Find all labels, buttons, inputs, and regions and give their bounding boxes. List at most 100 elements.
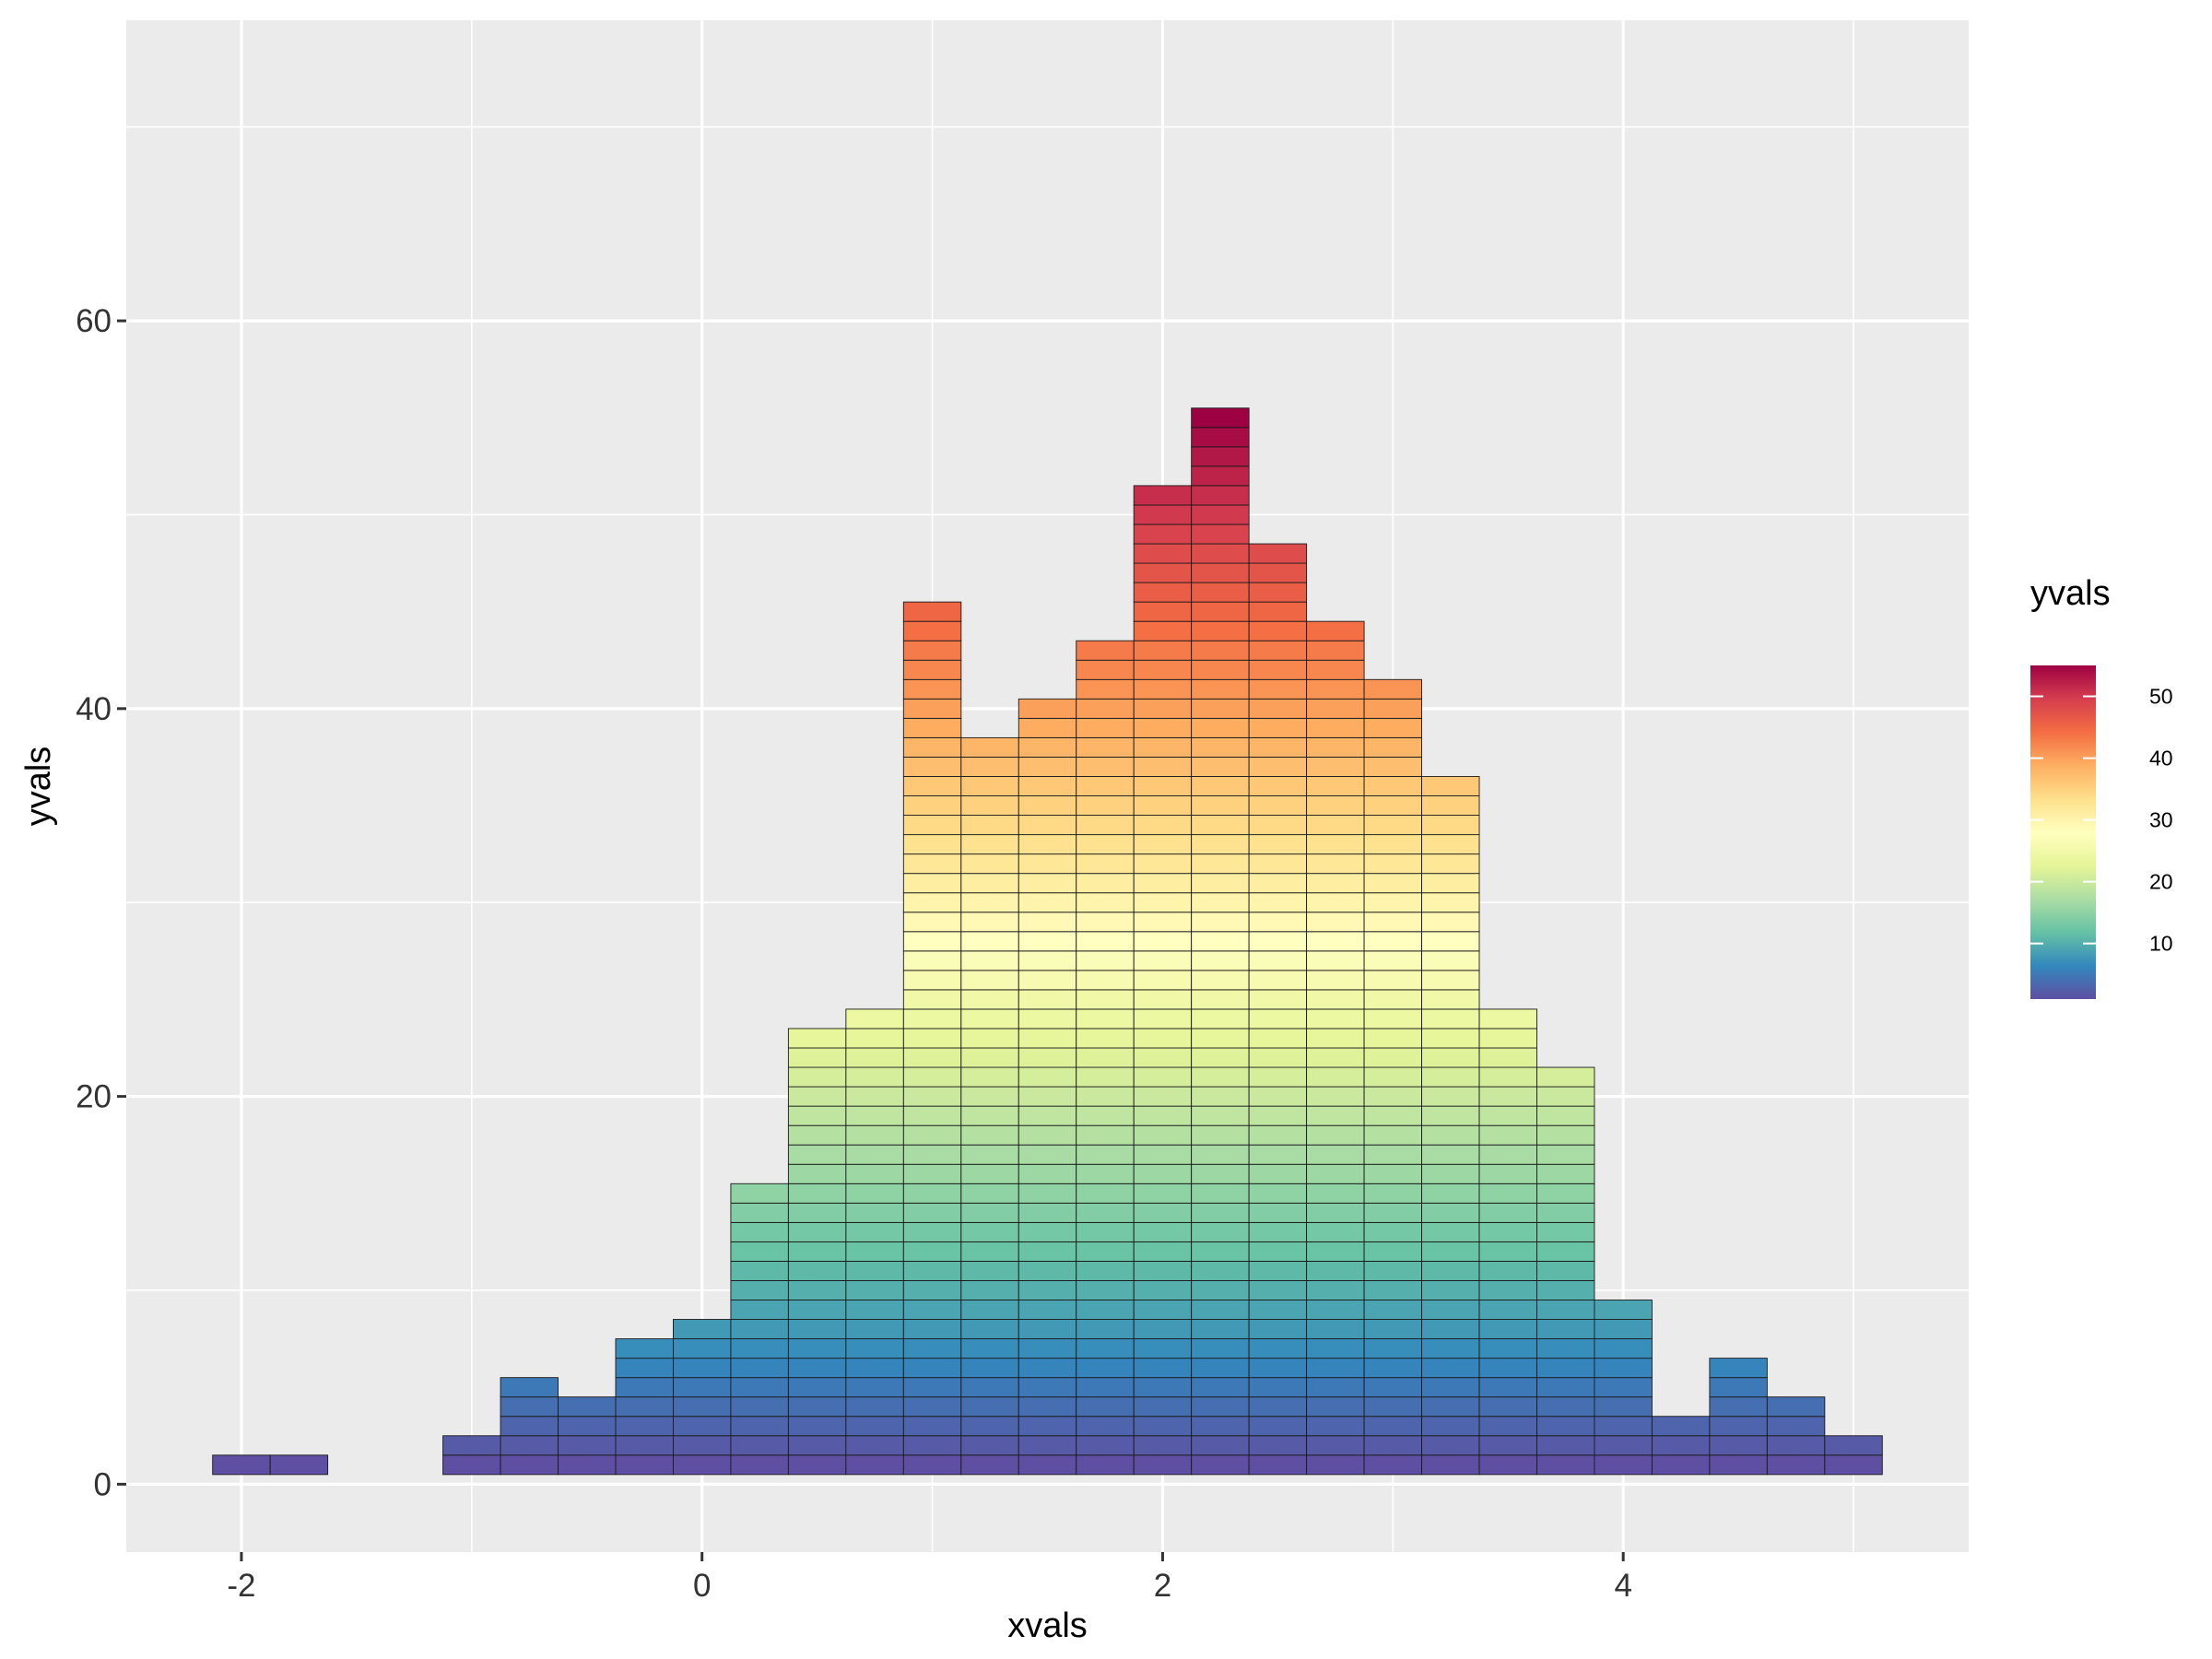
bar-cell (960, 776, 1019, 796)
bar-cell (1421, 1105, 1480, 1126)
bar-cell (730, 1416, 789, 1437)
bar-cell (1133, 736, 1193, 758)
bar-cell (1076, 1066, 1135, 1088)
bar-cell (1133, 717, 1193, 738)
bar-cell (902, 1435, 962, 1456)
bar-cell (1018, 912, 1077, 933)
bar-cell (1421, 1435, 1480, 1456)
bar-cell (1133, 1416, 1193, 1437)
bar-cell (1191, 543, 1250, 564)
bar (1478, 1008, 1537, 1476)
bar-cell (1306, 1396, 1365, 1418)
bar-cell (1076, 795, 1135, 817)
bar-cell (1594, 1435, 1653, 1456)
bar-cell (730, 1280, 789, 1300)
bar-cell (960, 1008, 1019, 1030)
bar-cell (787, 1202, 847, 1223)
bar-cell (1248, 873, 1308, 894)
bar-cell (1018, 1008, 1077, 1030)
bar-cell (1133, 1241, 1193, 1262)
bar-cell (1191, 912, 1250, 933)
bar-cell (1076, 989, 1135, 1010)
bar-cell (845, 1241, 904, 1262)
bar-cell (1076, 853, 1135, 875)
bar-cell (902, 1358, 962, 1379)
bar-cell (960, 1047, 1019, 1068)
bar-cell (1248, 1241, 1308, 1262)
bar-cell (1421, 1221, 1480, 1242)
bar-cell (1363, 1377, 1422, 1398)
bar-cell (1248, 1047, 1308, 1068)
bar-cell (960, 1105, 1019, 1126)
bar-cell (1248, 892, 1308, 913)
bar-cell (1363, 1028, 1422, 1049)
bar-cell (1018, 1066, 1077, 1088)
bar-cell (1018, 1454, 1077, 1476)
bar-cell (1248, 931, 1308, 952)
bar-cell (1191, 736, 1250, 758)
bar-cell (960, 815, 1019, 836)
bar-cell (1248, 1008, 1308, 1030)
bar-cell (787, 1358, 847, 1379)
bar-cell (1536, 1454, 1595, 1476)
bar (442, 1435, 501, 1476)
bar-cell (1478, 1047, 1537, 1068)
bar-cell (1363, 756, 1422, 777)
bar-cell (1018, 1435, 1077, 1456)
bar-cell (845, 1280, 904, 1300)
bar-cell (615, 1435, 674, 1456)
bar-cell (1191, 756, 1250, 777)
bar-cell (1076, 1047, 1135, 1068)
bar-cell (1421, 1416, 1480, 1437)
bar-cell (1191, 834, 1250, 855)
bar-cell (1421, 1086, 1480, 1107)
bar-cell (1709, 1416, 1768, 1437)
bar-cell (1076, 950, 1135, 971)
bar-cell (1018, 1182, 1077, 1204)
bar-cell (1133, 1280, 1193, 1300)
bar (1651, 1416, 1711, 1476)
bar-cell (902, 1319, 962, 1340)
bar-cell (902, 640, 962, 661)
bar-cell (902, 1008, 962, 1030)
bar-cell (960, 873, 1019, 894)
bar-cell (1191, 950, 1250, 971)
bar-cell (673, 1377, 732, 1398)
bar-cell (1421, 1144, 1480, 1165)
bar-cell (1018, 1221, 1077, 1242)
bar-cell (1248, 834, 1308, 855)
bar-cell (442, 1454, 501, 1476)
bar-cell (1133, 989, 1193, 1010)
bar-cell (1421, 931, 1480, 952)
bar-cell (960, 1358, 1019, 1379)
bar-cell (1191, 892, 1250, 913)
bar-cell (845, 1086, 904, 1107)
bar-cell (1018, 1338, 1077, 1359)
bar-cell (1133, 1319, 1193, 1340)
bar-cell (902, 892, 962, 913)
bar-cell (1363, 1124, 1422, 1146)
bar-cell (1133, 931, 1193, 952)
bar-cell (1363, 970, 1422, 991)
bar-cell (1306, 1028, 1365, 1049)
bar-cell (845, 1163, 904, 1184)
bar-cell (845, 1454, 904, 1476)
bar-cell (1306, 1182, 1365, 1204)
bar-cell (902, 776, 962, 796)
bar-cell (1018, 1416, 1077, 1437)
bar-cell (1363, 989, 1422, 1010)
bar-cell (1363, 1358, 1422, 1379)
bar-cell (1018, 1202, 1077, 1223)
bar-cell (1133, 1300, 1193, 1320)
bar-cell (1191, 1338, 1250, 1359)
bar-cell (1133, 1202, 1193, 1223)
bar-cell (1421, 1300, 1480, 1320)
bar-cell (1421, 1163, 1480, 1184)
bar-cell (1018, 970, 1077, 991)
bar-cell (1191, 1202, 1250, 1223)
bar-cell (1018, 1047, 1077, 1068)
bar-cell (1191, 485, 1250, 506)
bar-cell (1421, 950, 1480, 971)
bar-cell (1133, 1454, 1193, 1476)
